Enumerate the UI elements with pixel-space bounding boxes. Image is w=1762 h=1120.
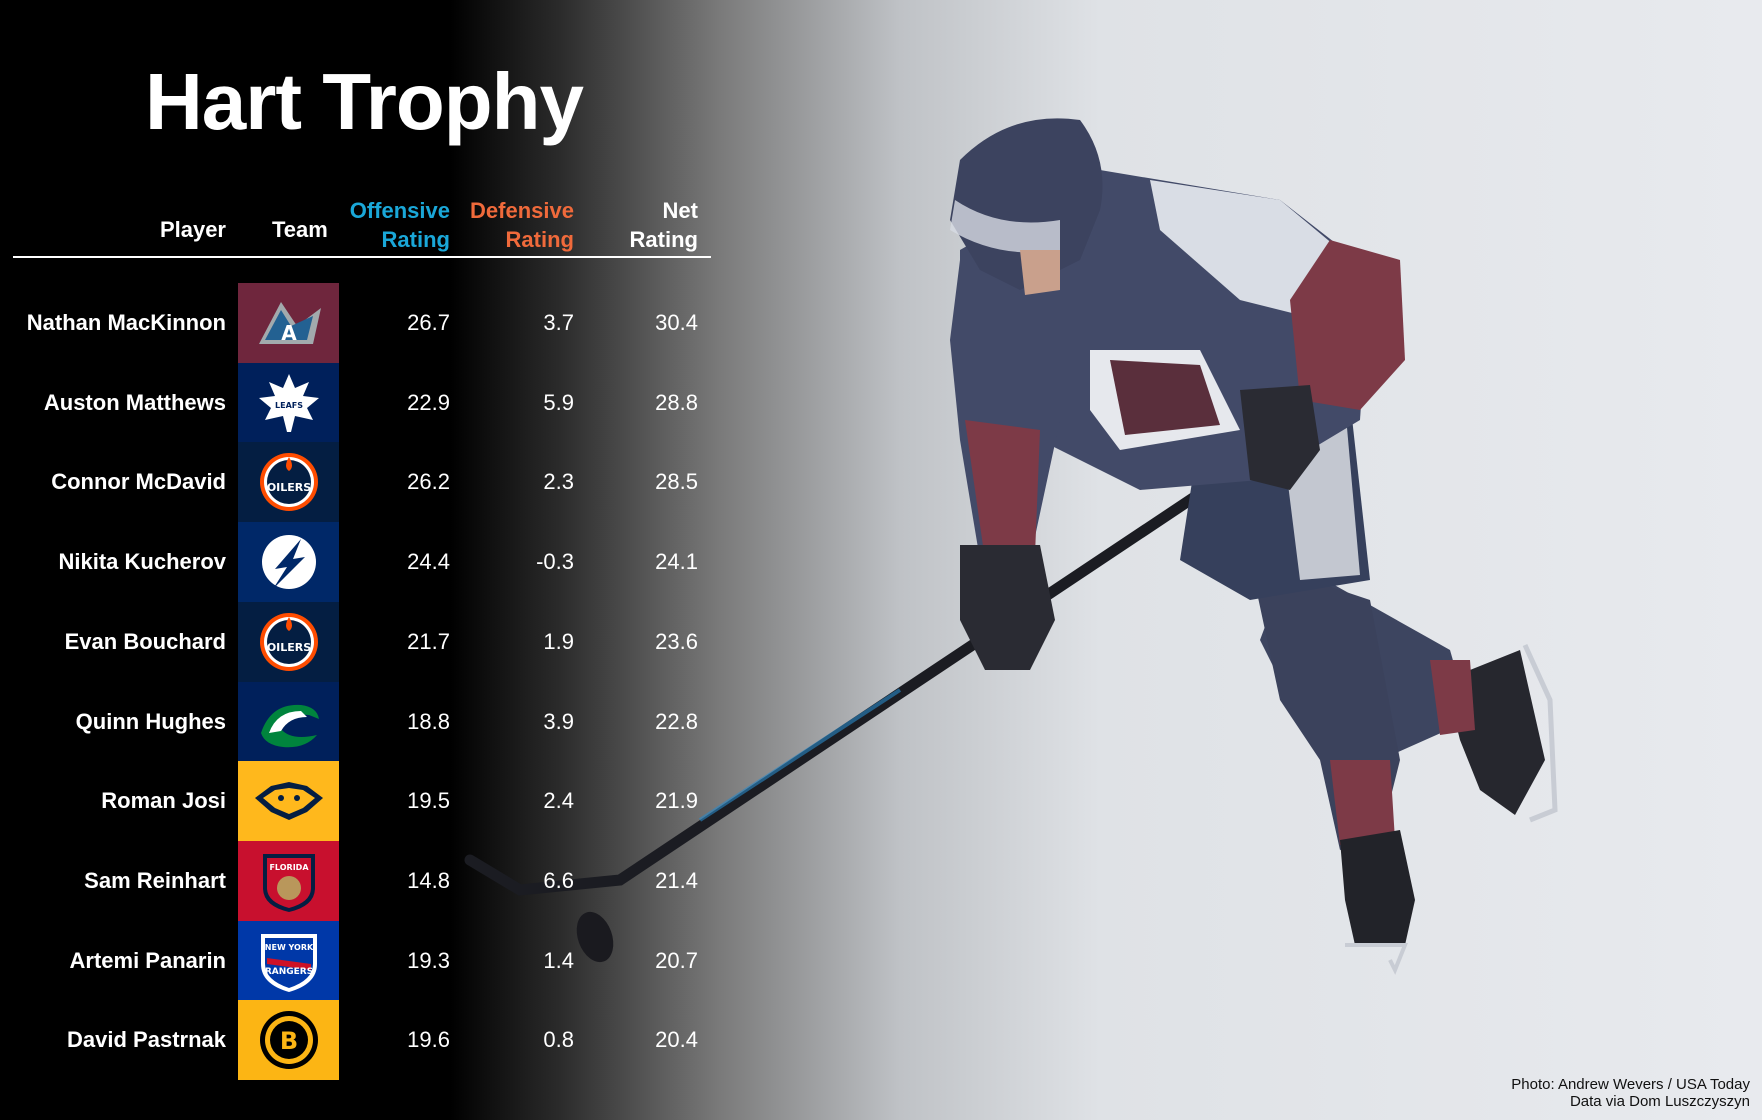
- table-row: Evan Bouchard OILERS 21.7 1.9 23.6: [0, 601, 720, 682]
- offensive-rating-value: 21.7: [407, 628, 450, 654]
- edmonton-oilers-logo: OILERS: [238, 442, 339, 523]
- defensive-rating-value: 0.8: [543, 1027, 574, 1053]
- toronto-maple-leafs-logo: LEAFS: [238, 362, 339, 443]
- defensive-rating-value: 2.4: [543, 788, 574, 814]
- offensive-header-line1: Offensive: [349, 198, 450, 223]
- net-rating-value: 20.4: [655, 1027, 698, 1053]
- colorado-avalanche-logo: A: [238, 283, 339, 363]
- table-row: Quinn Hughes 18.8 3.9 22.8: [0, 681, 720, 762]
- defensive-rating-value: 3.7: [543, 310, 574, 335]
- offensive-rating-value: 18.8: [407, 708, 450, 734]
- net-header-line2: Rating: [629, 227, 698, 252]
- svg-text:NEW YORK: NEW YORK: [264, 943, 313, 952]
- svg-text:LEAFS: LEAFS: [275, 401, 303, 410]
- vancouver-canucks-logo: [238, 681, 339, 762]
- defensive-rating-value: 5.9: [543, 389, 574, 415]
- player-name: Sam Reinhart: [84, 867, 226, 893]
- offensive-rating-value: 24.4: [407, 549, 450, 575]
- net-rating-value: 21.9: [655, 788, 698, 814]
- florida-panthers-logo: FLORIDA: [238, 840, 339, 921]
- table-row: David Pastrnak B 19.6 0.8 20.4: [0, 1000, 720, 1081]
- svg-text:B: B: [279, 1027, 297, 1055]
- player-name: Nathan MacKinnon: [26, 310, 226, 335]
- svg-text:FLORIDA: FLORIDA: [269, 863, 309, 872]
- photo-credit: Photo: Andrew Wevers / USA Today: [1511, 1076, 1750, 1093]
- defensive-rating-value: 6.6: [543, 867, 574, 893]
- net-rating-value: 24.1: [655, 549, 698, 575]
- offensive-header-line2: Rating: [381, 227, 450, 252]
- data-credit: Data via Dom Luszczyszyn: [1569, 1093, 1750, 1110]
- offensive-rating-value: 19.5: [407, 788, 450, 814]
- team-column-header: Team: [272, 215, 328, 244]
- net-rating-value: 21.4: [655, 867, 698, 893]
- team-header-label: Team: [272, 217, 328, 242]
- table-row: Roman Josi 19.5 2.4 21.9: [0, 761, 720, 842]
- table-row: Nathan MacKinnon A 26.7 3.7 30.4: [0, 283, 720, 363]
- net-rating-value: 28.8: [655, 389, 698, 415]
- defensive-rating-value: 2.3: [543, 469, 574, 495]
- player-name: David Pastrnak: [67, 1027, 226, 1053]
- tampa-bay-lightning-logo: [238, 522, 339, 603]
- net-header-line1: Net: [662, 198, 698, 223]
- player-name: Roman Josi: [101, 788, 226, 814]
- player-header-label: Player: [159, 217, 226, 242]
- table-row: Auston Matthews LEAFS 22.9 5.9 28.8: [0, 362, 720, 443]
- defensive-header-line1: Defensive: [470, 198, 574, 223]
- defensive-rating-value: 3.9: [543, 708, 574, 734]
- player-name: Artemi Panarin: [69, 947, 227, 973]
- offensive-rating-value: 26.2: [407, 469, 450, 495]
- offensive-rating-value: 19.3: [407, 947, 450, 973]
- net-rating-value: 28.5: [655, 469, 698, 495]
- player-name: Auston Matthews: [43, 389, 226, 415]
- player-name: Nikita Kucherov: [58, 549, 227, 575]
- offensive-rating-value: 14.8: [407, 867, 450, 893]
- defensive-rating-value: 1.9: [543, 628, 574, 654]
- net-rating-column-header: Net Rating: [630, 196, 698, 254]
- offensive-rating-value: 26.7: [407, 310, 450, 335]
- player-name: Quinn Hughes: [75, 708, 226, 734]
- credits: Photo: Andrew Wevers / USA Today Data vi…: [1511, 1076, 1750, 1110]
- offensive-rating-value: 22.9: [407, 389, 450, 415]
- table-row: Connor McDavid OILERS 26.2 2.3 28.5: [0, 442, 720, 523]
- offensive-rating-value: 19.6: [407, 1027, 450, 1053]
- chart-title: Hart Trophy: [145, 57, 584, 146]
- defensive-header-line2: Rating: [505, 227, 574, 252]
- player-column-header: Player: [160, 215, 226, 244]
- svg-text:OILERS: OILERS: [266, 481, 310, 494]
- net-rating-value: 23.6: [655, 628, 698, 654]
- player-name: Connor McDavid: [51, 469, 226, 495]
- edmonton-oilers-logo: OILERS: [238, 601, 339, 682]
- defensive-rating-column-header: Defensive Rating: [470, 196, 574, 254]
- defensive-rating-value: 1.4: [543, 947, 574, 973]
- new-york-rangers-logo: NEW YORK RANGERS: [238, 920, 339, 1001]
- table-row: Nikita Kucherov 24.4 -0.3 24.1: [0, 522, 720, 603]
- table-row: Artemi Panarin NEW YORK RANGERS 19.3 1.4 20.7: [0, 920, 720, 1001]
- net-rating-value: 30.4: [655, 310, 698, 335]
- net-rating-value: 20.7: [655, 947, 698, 973]
- svg-text:RANGERS: RANGERS: [264, 967, 312, 977]
- player-name: Evan Bouchard: [64, 628, 226, 654]
- table-row: Sam Reinhart FLORIDA 14.8 6.6 21.4: [0, 840, 720, 921]
- offensive-rating-column-header: Offensive Rating: [350, 196, 450, 254]
- svg-text:A: A: [281, 321, 297, 345]
- boston-bruins-logo: B: [238, 1000, 339, 1081]
- nashville-predators-logo: [238, 761, 339, 842]
- svg-text:OILERS: OILERS: [266, 641, 310, 654]
- header-divider: [13, 256, 711, 258]
- net-rating-value: 22.8: [655, 708, 698, 734]
- defensive-rating-value: -0.3: [536, 549, 574, 575]
